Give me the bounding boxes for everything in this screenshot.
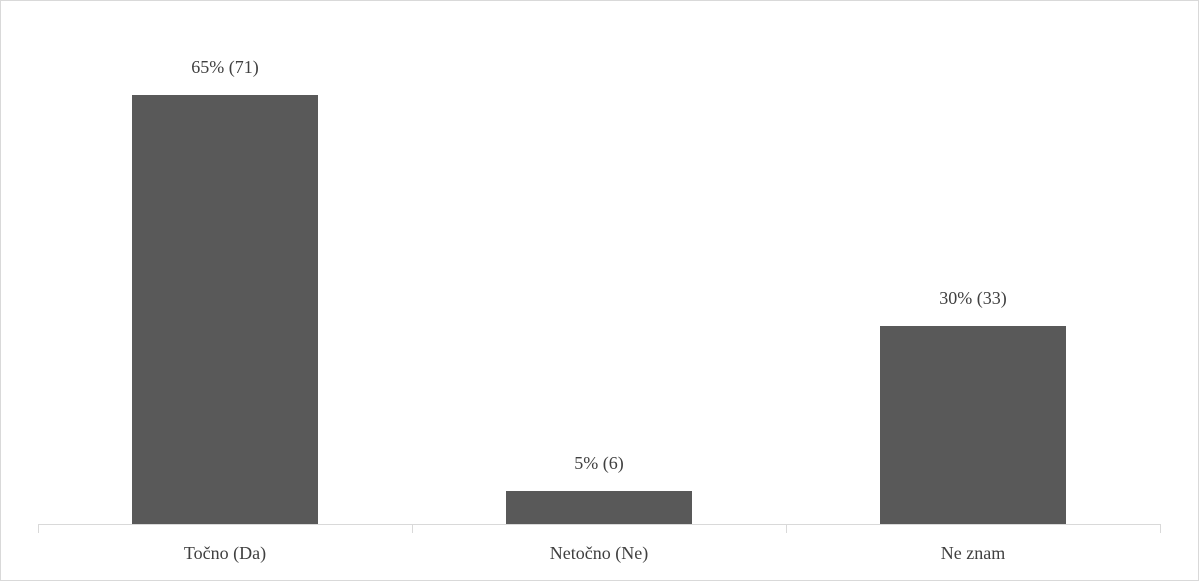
x-tick-label: Ne znam	[941, 543, 1005, 563]
x-tick-label: Netočno (Ne)	[550, 543, 648, 564]
bar	[506, 491, 692, 524]
data-label: 30% (33)	[939, 288, 1006, 309]
x-tick-label: Točno (Da)	[184, 543, 266, 564]
data-label: 65% (71)	[191, 57, 258, 78]
data-label: 5% (6)	[574, 453, 623, 474]
bar	[880, 326, 1066, 524]
bar	[132, 95, 318, 524]
